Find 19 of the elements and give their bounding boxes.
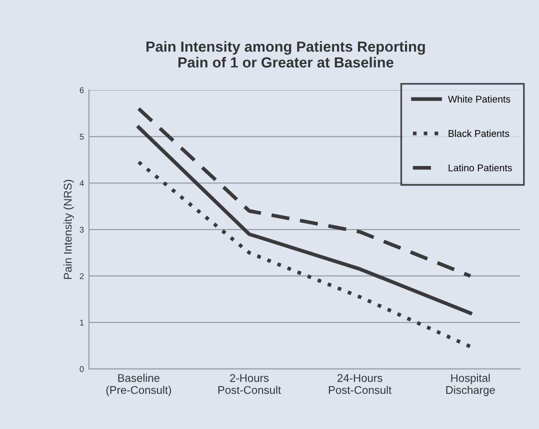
y-tick-label: 3 [80,226,84,233]
legend-label: Black Patients [448,130,510,137]
line-series [136,106,472,278]
legend-label: White Patients [448,95,510,103]
legend-label: Latino Patients [448,164,512,172]
x-tick-label: Baseline (Pre-Consult) [106,374,172,396]
y-tick-label: 4 [80,180,84,186]
y-tick-label: 0 [80,366,84,372]
line-series [136,125,472,315]
chart-title: Pain Intensity among Patients Reporting Pain of 1 or Greater at Baseline [146,41,425,68]
x-tick-label: 24-Hours Post-Consult [328,374,392,394]
y-axis-title: Pain Intensity (NRS) [64,180,74,279]
y-tick-label: 5 [80,134,84,140]
y-tick-label: 2 [80,273,84,280]
x-tick-label: Hospital Discharge [446,374,495,396]
y-tick-label: 6 [80,87,84,94]
x-tick-label: 2-Hours Post-Consult [218,374,281,394]
y-tick-label: 1 [80,320,84,326]
line-series [136,160,472,348]
